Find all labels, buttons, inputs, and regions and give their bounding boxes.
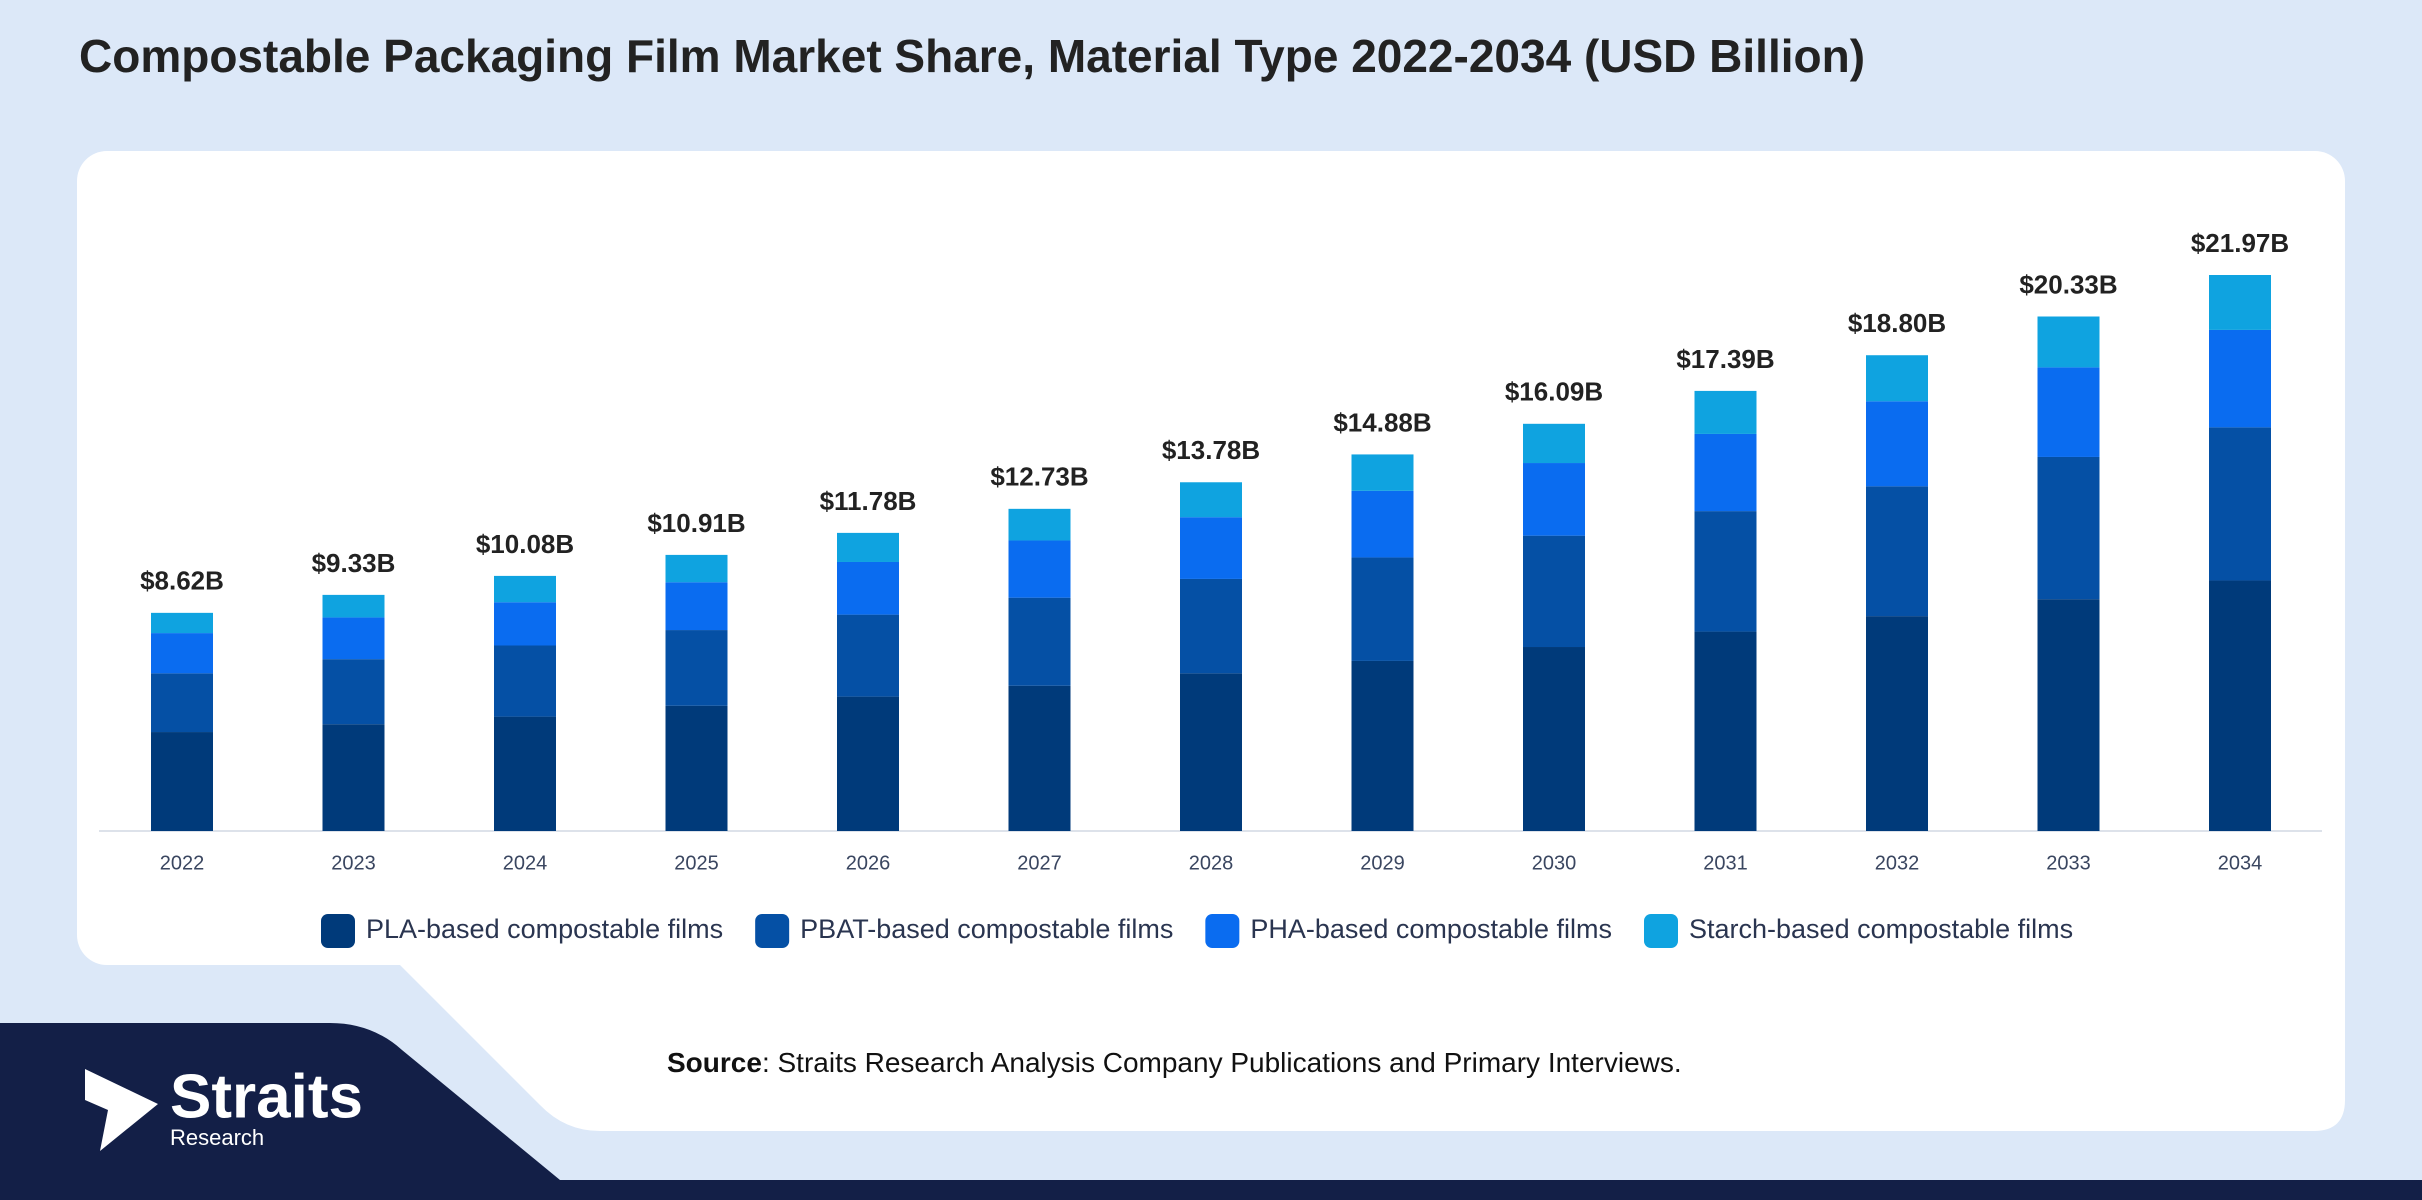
bar-segment (1180, 578, 1242, 674)
bar-segment (494, 645, 556, 717)
legend-swatch (755, 914, 790, 948)
total-label: $14.88B (1333, 407, 1431, 437)
bar-segment (2037, 316, 2100, 368)
bar-segment (1180, 482, 1242, 518)
total-label: $10.08B (476, 529, 574, 559)
bar-segment (1351, 490, 1414, 558)
legend-label: PBAT-based compostable films (800, 914, 1173, 944)
total-label: $17.39B (1676, 344, 1774, 374)
bar-segment (151, 633, 213, 674)
legend-label: PHA-based compostable films (1250, 914, 1612, 944)
source-text: : Straits Research Analysis Company Publ… (762, 1047, 1682, 1078)
bar-segment (2209, 329, 2271, 428)
total-label: $13.78B (1162, 435, 1260, 465)
bar-segment (1866, 401, 1928, 487)
bar-segment (2209, 580, 2271, 831)
bar-segment (1523, 535, 1585, 648)
bar-segment (665, 630, 728, 706)
bar-segment (322, 594, 385, 618)
total-label: $9.33B (312, 548, 396, 578)
x-tick-label: 2034 (2218, 852, 2263, 874)
bar-segment (1351, 557, 1414, 661)
bar-segment (1351, 660, 1414, 831)
bar-segment (2037, 456, 2100, 600)
x-tick-label: 2027 (1017, 852, 1062, 874)
bar-segment (665, 705, 728, 831)
bar-segment (837, 561, 899, 615)
x-tick-label: 2026 (846, 852, 891, 874)
total-label: $8.62B (140, 566, 224, 596)
bar-segment (1523, 423, 1585, 464)
bar-segment (665, 554, 728, 583)
x-tick-label: 2033 (2046, 852, 2091, 874)
bar-segment (322, 724, 385, 831)
chart-title: Compostable Packaging Film Market Share,… (79, 30, 1865, 82)
source-card (400, 930, 2345, 1131)
bar-segment (151, 673, 213, 733)
bar-segment (1866, 486, 1928, 617)
source: Source: Straits Research Analysis Compan… (667, 1047, 1682, 1078)
bar-segment (837, 532, 899, 562)
total-label: $16.09B (1505, 377, 1603, 407)
bar-segment (2037, 367, 2100, 457)
footer-band (0, 1023, 2422, 1200)
logo-name: Straits (170, 1062, 363, 1131)
bar-segment (1180, 673, 1242, 831)
total-label: $10.91B (647, 508, 745, 538)
total-label: $18.80B (1848, 308, 1946, 338)
bar-segment (2037, 599, 2100, 831)
bar-segment (1008, 597, 1071, 686)
total-label: $12.73B (990, 462, 1088, 492)
legend-label: Starch-based compostable films (1689, 914, 2073, 944)
bar-segment (1008, 508, 1071, 541)
bar-segment (322, 659, 385, 725)
source-label: Source (667, 1047, 762, 1078)
x-tick-label: 2031 (1703, 852, 1748, 874)
bar-segment (837, 696, 899, 831)
bar-segment (494, 716, 556, 831)
legend-swatch (1644, 914, 1678, 948)
bar-segment (1523, 647, 1585, 831)
bar-segment (1694, 390, 1757, 434)
x-tick-label: 2024 (503, 852, 548, 874)
x-tick-label: 2030 (1532, 852, 1577, 874)
x-tick-label: 2023 (331, 852, 376, 874)
bar-segment (1180, 517, 1242, 579)
logo-sub: Research (170, 1125, 264, 1150)
total-label: $20.33B (2019, 269, 2117, 299)
bar-segment (1866, 355, 1928, 402)
bar-segment (1008, 685, 1071, 831)
bar-segment (2209, 427, 2271, 581)
bar-segment (322, 617, 385, 660)
bar-segment (1351, 454, 1414, 491)
x-tick-label: 2025 (674, 852, 719, 874)
x-tick-label: 2032 (1875, 852, 1920, 874)
bar-segment (665, 582, 728, 631)
bar-segment (494, 602, 556, 646)
bar-segment (1694, 631, 1757, 831)
bar-segment (837, 614, 899, 697)
legend-swatch (1205, 914, 1240, 948)
logo-icon (85, 1069, 158, 1151)
bar-segment (151, 732, 213, 831)
bar-segment (151, 612, 213, 634)
legend-label: PLA-based compostable films (366, 914, 723, 944)
bar-segment (1694, 433, 1757, 512)
x-tick-label: 2028 (1189, 852, 1234, 874)
bar-segment (494, 575, 556, 603)
total-label: $11.78B (820, 486, 917, 516)
total-label: $21.97B (2191, 228, 2289, 258)
bar-segment (1694, 511, 1757, 632)
x-tick-label: 2029 (1360, 852, 1405, 874)
bar-segment (1523, 463, 1585, 536)
x-tick-label: 2022 (160, 852, 205, 874)
bar-segment (1008, 540, 1071, 598)
legend-swatch (321, 914, 355, 948)
bar-segment (2209, 275, 2271, 330)
bar-segment (1866, 616, 1928, 831)
